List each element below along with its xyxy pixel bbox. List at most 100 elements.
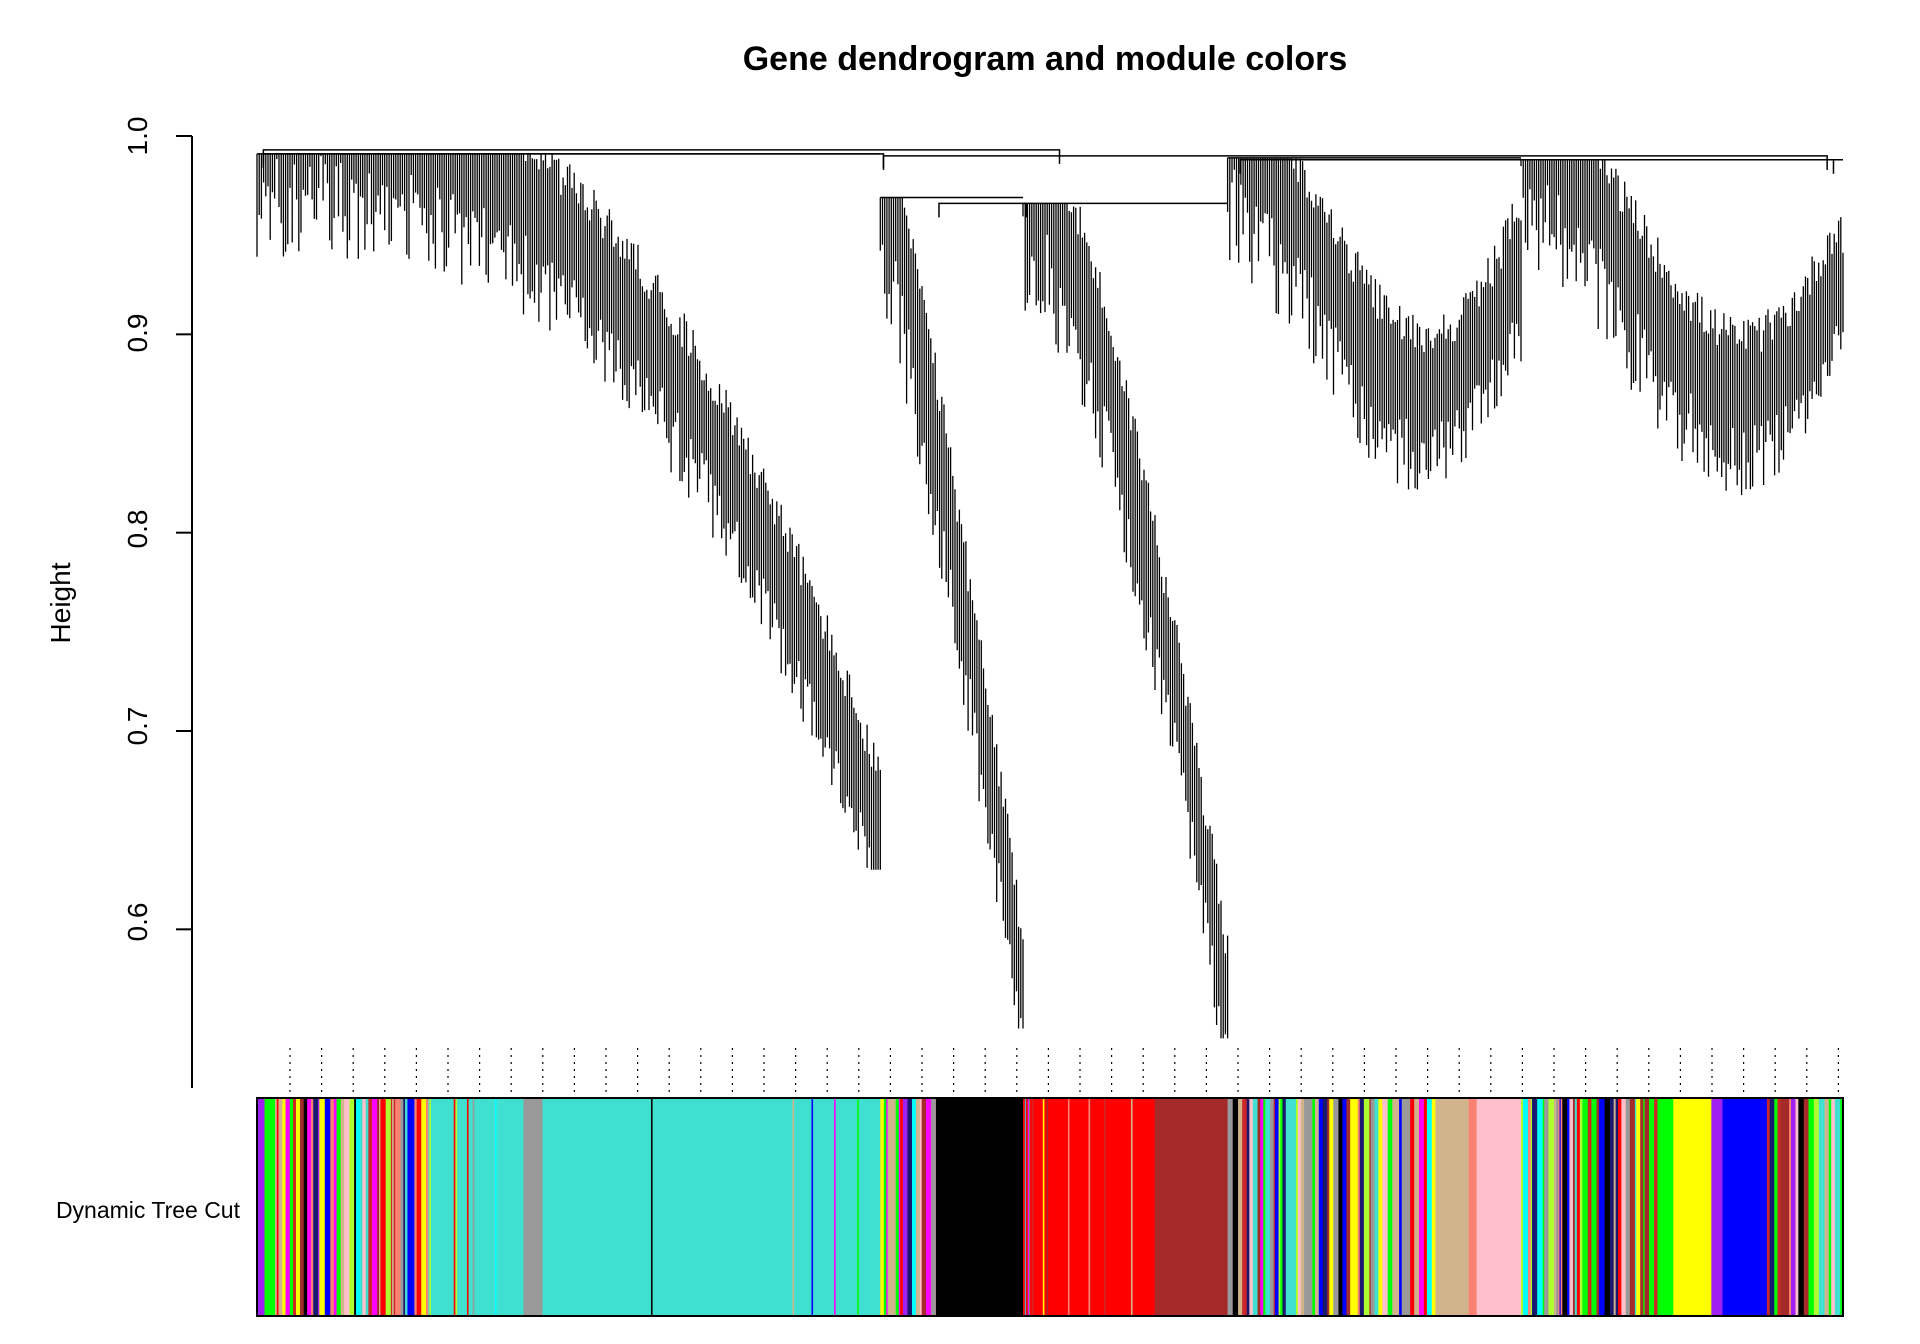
y-axis-label: Height [45,562,76,643]
module-stripe [336,1098,342,1316]
module-stripe [1834,1098,1841,1316]
module-stripe [1378,1098,1383,1316]
module-stripe [1766,1098,1770,1316]
module-stripe [276,1098,279,1316]
y-axis: 0.6 0.7 0.8 0.9 1.0 Height [45,117,193,1088]
module-block-yellow [1673,1098,1712,1316]
module-stripe [1395,1098,1400,1316]
module-stripe [455,1098,458,1316]
module-stripe [1780,1098,1785,1316]
module-stripe [414,1098,417,1316]
module-stripe [1246,1098,1250,1316]
module-stripe [1318,1098,1323,1316]
module-stripe [1558,1098,1560,1316]
module-stripe [1598,1098,1605,1316]
module-stripe [1312,1098,1316,1316]
module-stripe [354,1098,357,1316]
module-stripe [494,1098,497,1316]
module-stripe [1273,1098,1276,1316]
module-stripe [257,1098,262,1316]
module-stripe [1333,1098,1339,1316]
module-stripe [400,1098,404,1316]
module-stripe [1634,1098,1637,1316]
module-stripe [1808,1098,1815,1316]
dendrogram-branch [256,153,881,870]
module-stripe [330,1098,335,1316]
module-stripe [1431,1098,1436,1316]
module-stripe [1591,1098,1594,1316]
module-stripe [1300,1098,1305,1316]
module-stripe [1840,1098,1844,1316]
module-stripe [368,1098,373,1316]
module-stripe [1354,1098,1359,1316]
module-stripe [344,1098,350,1316]
module-stripe [1308,1098,1313,1316]
module-stripe [1644,1098,1650,1316]
module-stripe [1342,1098,1347,1316]
module-stripe [1280,1098,1283,1316]
module-stripe [1295,1098,1299,1316]
module-stripe [935,1098,937,1316]
module-stripe [915,1098,921,1316]
module-stripe [1649,1098,1655,1316]
module-stripe [1260,1098,1264,1316]
module-stripe [1831,1098,1836,1316]
module-stripe [898,1098,901,1316]
module-stripe [1803,1098,1809,1316]
module-stripe [1576,1098,1581,1316]
module-stripe [1374,1098,1379,1316]
module-block-turquoise [542,1098,881,1316]
module-stripe [1027,1098,1030,1316]
module-color-bar-frame [256,1097,1844,1317]
module-stripe [1604,1098,1611,1316]
dendrogram-tree [256,149,1844,1039]
module-stripe [1640,1098,1644,1316]
module-stripe [1610,1098,1614,1316]
module-stripe [466,1098,469,1316]
module-stripe [1613,1098,1616,1316]
module-stripe [1252,1098,1258,1316]
module-stripe [1327,1098,1330,1316]
module-block-black [935,1098,1024,1316]
module-stripe [1285,1098,1291,1316]
module-stripe [1824,1098,1830,1316]
dendrogram-branch [1022,203,1229,1039]
module-stripe [1579,1098,1583,1316]
module-stripe [1777,1098,1781,1316]
module-stripe [377,1098,380,1316]
module-stripe [1387,1098,1393,1316]
module-stripe [412,1098,415,1316]
top-merge-line [1239,159,1835,174]
module-stripe [883,1098,887,1316]
module-stripe [911,1098,917,1316]
module-stripe [1410,1098,1415,1316]
module-stripe [1265,1098,1271,1316]
module-stripe [1828,1098,1832,1316]
module-block-grey [523,1098,543,1316]
module-stripe [1562,1098,1568,1316]
module-stripe [1553,1098,1557,1316]
module-stripe [887,1098,894,1316]
module-stripe [311,1098,314,1316]
module-stripe [1359,1098,1365,1316]
module-stripe [416,1098,422,1316]
module-stripe [1350,1098,1355,1316]
module-stripe [1369,1098,1372,1316]
module-stripe [1813,1098,1820,1316]
module-stripe [921,1098,927,1316]
module-stripe [834,1098,836,1316]
module-block-brown [1154,1098,1228,1316]
module-stripe [857,1098,859,1316]
module-stripe [1621,1098,1626,1316]
module-stripe [1263,1098,1266,1316]
leaf-guide-lines [289,1048,1840,1092]
module-stripe [1282,1098,1287,1316]
module-color-bar [257,1098,1844,1316]
module-stripe [362,1098,367,1316]
module-stripe [356,1098,361,1316]
module-stripe [925,1098,932,1316]
module-stripe [1232,1098,1239,1316]
y-tick-label-0.8: 0.8 [122,510,153,549]
module-stripe [1322,1098,1328,1316]
module-stripe [303,1098,308,1316]
